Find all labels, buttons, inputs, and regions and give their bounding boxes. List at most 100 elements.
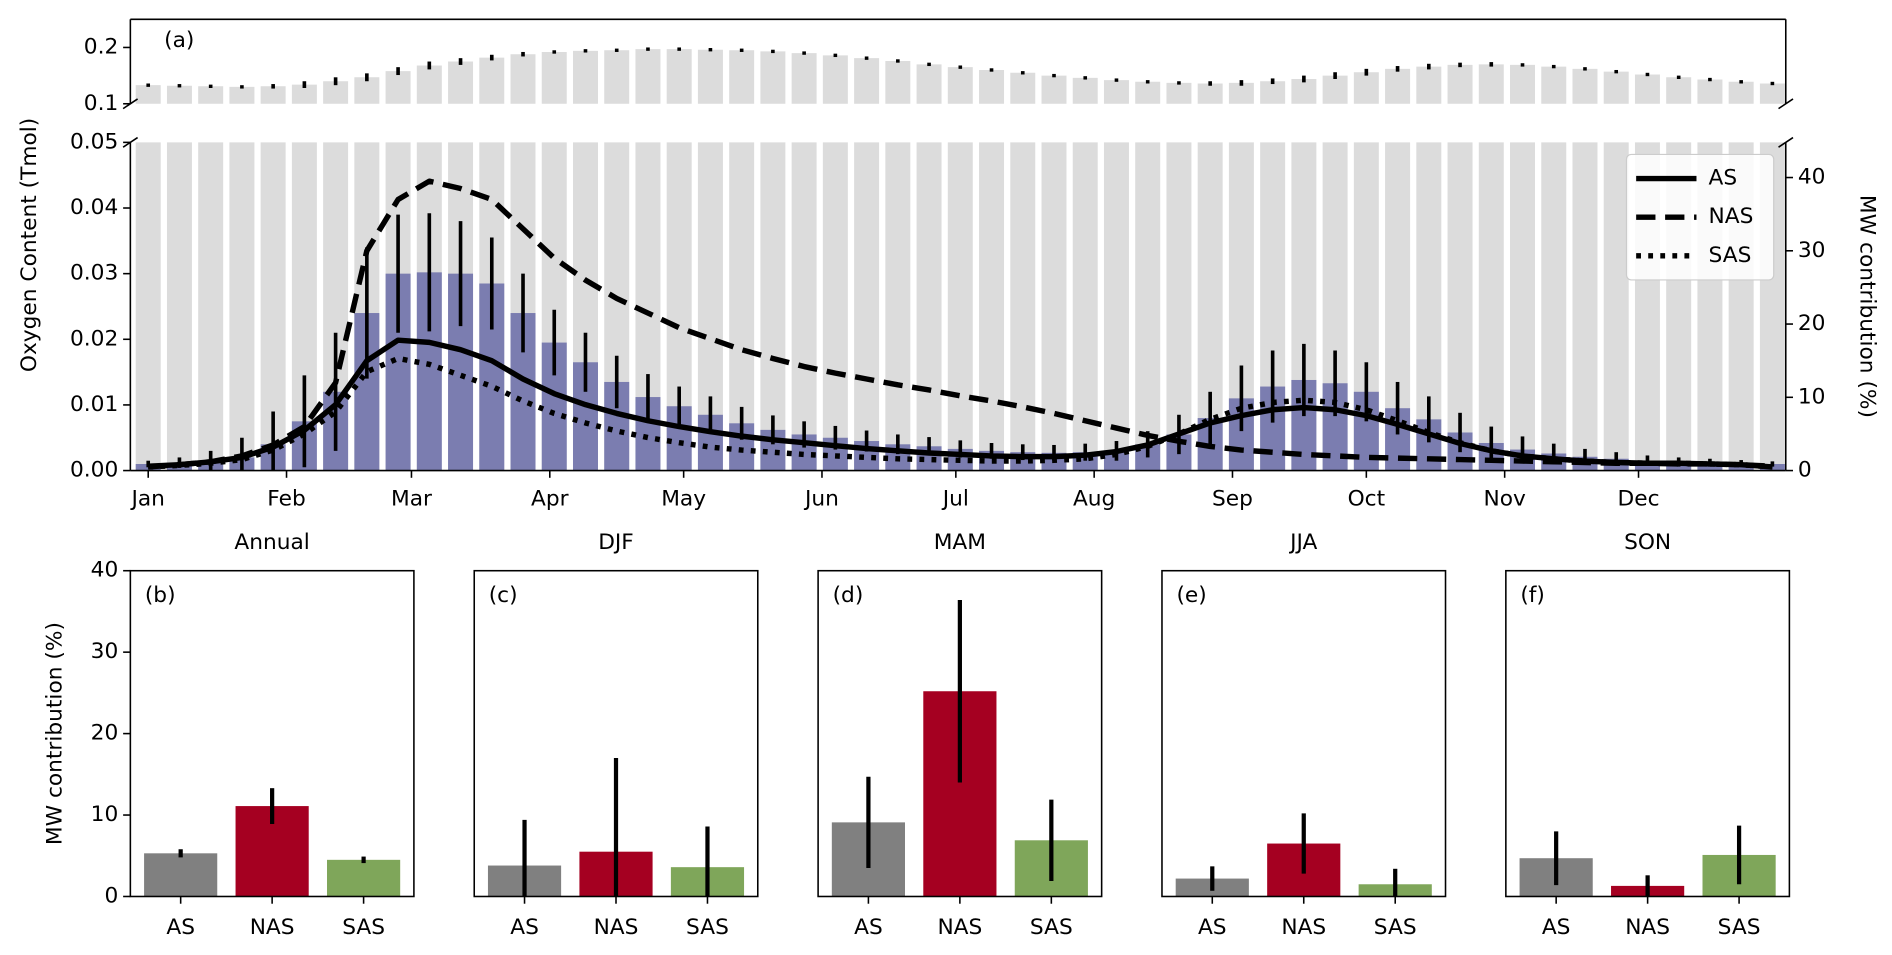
total-bar (1010, 72, 1036, 471)
x-tick-label: NAS (937, 915, 982, 940)
y-tick-label: 30 (91, 639, 119, 664)
y-tick-label: 20 (91, 721, 119, 746)
panel-label: (c) (489, 583, 518, 608)
y-tick-label: 0.04 (70, 195, 118, 220)
y-tick-label: 0.00 (70, 458, 118, 483)
x-tick-label: Aug (1073, 487, 1115, 512)
axes-frame (1505, 569, 1791, 898)
chart-title: MAM (934, 530, 986, 555)
x-tick-label: NAS (250, 915, 295, 940)
x-tick-label: AS (1198, 915, 1227, 940)
legend-label: NAS (1709, 204, 1754, 229)
x-tick-label: SAS (1030, 915, 1073, 940)
total-bar (1353, 72, 1379, 471)
total-bar (1135, 81, 1161, 471)
total-bar (854, 58, 880, 471)
x-tick-label: AS (510, 915, 539, 940)
panel-label: (f) (1520, 583, 1545, 608)
series-line (148, 355, 1773, 470)
total-bar (666, 49, 692, 471)
x-tick-label: Dec (1618, 487, 1660, 512)
y-tick-label: 10 (91, 802, 119, 827)
y-tick-label: 0.05 (70, 129, 118, 154)
total-bar (1103, 80, 1129, 471)
y-axis-label: Oxygen Content (Tmol) (17, 118, 42, 372)
axis-break (1778, 98, 1794, 110)
x-tick-label: Feb (267, 487, 305, 512)
total-bar (1447, 64, 1473, 471)
y2-tick-label: 0 (1798, 458, 1812, 483)
total-bar (260, 86, 286, 471)
x-tick-label: Oct (1348, 487, 1386, 512)
panel-label: (a) (164, 28, 194, 53)
x-tick-label: NAS (1281, 915, 1326, 940)
total-bar (1166, 82, 1192, 471)
x-tick-label: Apr (531, 487, 569, 512)
total-bar (1260, 81, 1286, 471)
x-tick-label: Mar (391, 487, 432, 512)
total-bar (885, 60, 911, 471)
y-tick-label: 0.02 (70, 326, 118, 351)
x-tick-label: NAS (594, 915, 639, 940)
total-bar (635, 49, 661, 471)
y-tick-label: 0.01 (70, 392, 118, 417)
series-line (148, 178, 1773, 470)
y2-axis-label: MW contribution (%) (1855, 195, 1880, 418)
total-bar (916, 64, 942, 471)
total-bar (1322, 75, 1348, 471)
bar (327, 859, 401, 897)
y-axis-label: MW contribution (%) (43, 622, 68, 845)
y-tick-label: 40 (91, 558, 119, 583)
total-bar (291, 84, 317, 471)
bar (144, 853, 218, 897)
total-bar (1572, 68, 1598, 471)
chart-title: JJA (1288, 530, 1317, 555)
y-tick-label: 0.2 (84, 34, 119, 59)
total-bar (1416, 66, 1442, 471)
y-tick-label: 0.1 (84, 91, 119, 116)
panel-label: (b) (145, 583, 176, 608)
total-bar (1291, 78, 1317, 471)
total-bar (135, 85, 161, 471)
y-tick-label: 0 (104, 883, 118, 908)
chart-title: SON (1624, 530, 1671, 555)
total-bar (604, 50, 630, 471)
x-tick-label: SAS (686, 915, 729, 940)
total-bar (1510, 64, 1536, 471)
total-bar (697, 49, 723, 471)
total-bar (1541, 66, 1567, 471)
total-bar (229, 86, 255, 471)
x-tick-label: Jun (803, 487, 839, 512)
total-bar (1197, 83, 1223, 471)
y2-tick-label: 40 (1798, 165, 1826, 190)
chart-title: DJF (598, 530, 634, 555)
series-line (148, 337, 1773, 470)
panel-label: (e) (1176, 583, 1206, 608)
total-bar (822, 55, 848, 471)
x-tick-label: NAS (1625, 915, 1670, 940)
x-tick-label: May (661, 487, 706, 512)
x-tick-label: SAS (1718, 915, 1761, 940)
x-tick-label: Jan (129, 487, 164, 512)
total-bar (760, 51, 786, 471)
total-bar (947, 67, 973, 471)
y-tick-label: 0.03 (70, 261, 118, 286)
x-tick-label: SAS (1374, 915, 1417, 940)
total-bar (791, 53, 817, 471)
y2-tick-label: 30 (1798, 238, 1826, 263)
x-tick-label: Jul (941, 487, 969, 512)
total-bar (1041, 75, 1067, 471)
total-bar (323, 81, 349, 471)
panel-label: (d) (833, 583, 864, 608)
axis-break (1778, 136, 1794, 148)
x-tick-label: AS (1542, 915, 1571, 940)
total-bar (166, 85, 192, 471)
total-bar (198, 86, 224, 471)
total-bar (1385, 68, 1411, 471)
legend-label: AS (1709, 166, 1738, 191)
y2-tick-label: 10 (1798, 384, 1826, 409)
total-bar (1228, 82, 1254, 471)
x-tick-label: AS (166, 915, 195, 940)
